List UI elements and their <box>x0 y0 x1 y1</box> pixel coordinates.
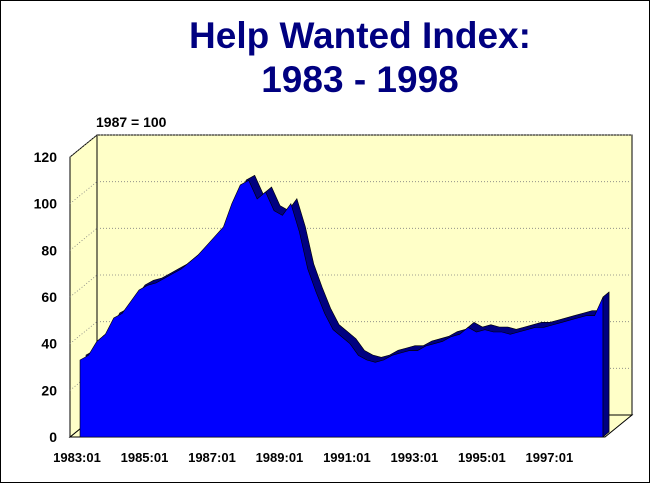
x-tick-label: 1983:01 <box>53 450 101 465</box>
x-tick-label: 1997:01 <box>526 450 574 465</box>
x-tick-label: 1991:01 <box>323 450 371 465</box>
x-tick-label: 1985:01 <box>121 450 169 465</box>
y-axis-unit-note: 1987 = 100 <box>96 114 167 130</box>
y-tick-label: 100 <box>34 196 58 212</box>
y-axis-ticks: 0 20 40 60 80 100 120 <box>34 149 58 445</box>
x-axis-ticks: 1983:01 1985:01 1987:01 1989:01 1991:01 1993:… <box>53 450 573 465</box>
y-tick-label: 40 <box>41 336 57 352</box>
series-area-end-face <box>602 291 610 438</box>
x-tick-label: 1987:01 <box>188 450 236 465</box>
y-tick-label: 0 <box>49 429 57 445</box>
y-tick-label: 120 <box>34 149 58 165</box>
y-tick-label: 80 <box>41 242 57 258</box>
series-layer <box>79 174 610 438</box>
x-tick-label: 1993:01 <box>391 450 439 465</box>
x-tick-label: 1989:01 <box>256 450 304 465</box>
y-tick-label: 20 <box>41 382 57 398</box>
chart-title: Help Wanted Index: 1983 - 1998 <box>120 14 600 102</box>
y-tick-label: 60 <box>41 289 57 305</box>
x-tick-label: 1995:01 <box>458 450 506 465</box>
chart-title-line-2: 1983 - 1998 <box>261 59 459 100</box>
series-area <box>79 179 604 438</box>
chart-title-line-1: Help Wanted Index: <box>189 15 531 56</box>
